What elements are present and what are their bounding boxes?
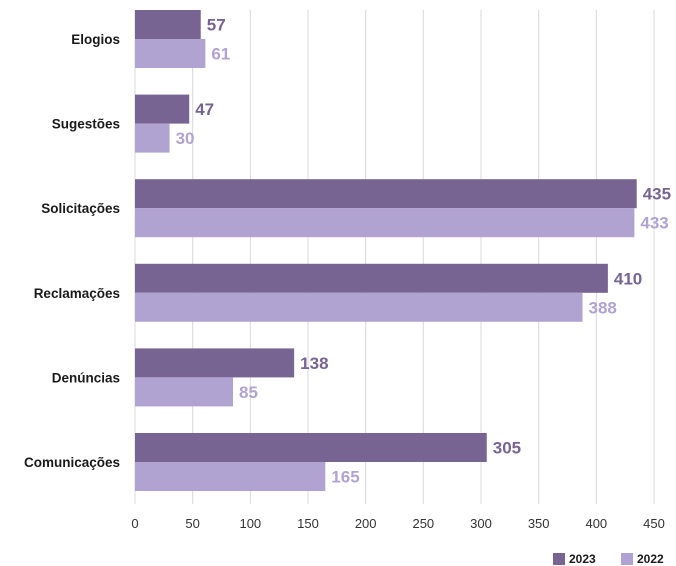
x-tick-label: 450 — [643, 516, 665, 531]
bar-2022 — [135, 462, 326, 491]
bar-2022 — [135, 377, 234, 407]
bar-2023 — [135, 263, 608, 293]
value-label-2023: 47 — [195, 100, 214, 119]
value-label-2023: 410 — [614, 269, 642, 288]
x-tick-label: 0 — [131, 516, 138, 531]
x-tick-label: 300 — [470, 516, 492, 531]
x-tick-label: 250 — [412, 516, 434, 531]
x-tick-label: 50 — [185, 516, 199, 531]
bar-2023 — [135, 10, 201, 39]
value-label-2023: 57 — [207, 16, 226, 35]
legend-swatch-2023 — [553, 553, 565, 565]
value-label-2023: 138 — [300, 354, 328, 373]
value-label-2022: 30 — [176, 129, 195, 148]
bar-2022 — [135, 208, 635, 238]
category-label: Solicitações — [41, 201, 120, 216]
value-label-2022: 388 — [588, 298, 616, 317]
x-tick-label: 100 — [239, 516, 261, 531]
bar-2023 — [135, 348, 295, 378]
x-tick-label: 150 — [297, 516, 319, 531]
category-label: Elogios — [71, 32, 120, 47]
legend: 2023 2022 — [553, 552, 664, 566]
value-label-2022: 85 — [239, 383, 258, 402]
category-label: Comunicações — [24, 455, 120, 470]
category-label: Sugestões — [52, 117, 120, 132]
legend-label-2023: 2023 — [569, 552, 596, 566]
category-label: Reclamações — [34, 286, 120, 301]
x-tick-label: 400 — [585, 516, 607, 531]
category-label: Denúncias — [52, 370, 120, 385]
bar-2023 — [135, 433, 487, 462]
value-label-2022: 165 — [331, 468, 359, 487]
bar-2023 — [135, 94, 190, 124]
x-axis-ticks: 0 50 100 150 200 250 300 350 400 450 — [131, 516, 664, 531]
bar-2022 — [135, 292, 583, 322]
value-label-2023: 305 — [493, 439, 521, 458]
x-tick-label: 200 — [355, 516, 377, 531]
value-label-2023: 435 — [643, 185, 671, 204]
value-label-2022: 433 — [640, 214, 668, 233]
gridlines — [134, 10, 655, 504]
x-tick-label: 350 — [528, 516, 550, 531]
bars — [135, 10, 637, 491]
bar-2023 — [135, 179, 637, 209]
legend-label-2022: 2022 — [637, 552, 664, 566]
value-label-2022: 61 — [211, 45, 230, 64]
bar-2022 — [135, 39, 206, 68]
bar-2022 — [135, 123, 170, 153]
legend-swatch-2022 — [621, 553, 633, 565]
category-labels: Elogios Sugestões Solicitações Reclamações D… — [24, 32, 120, 470]
